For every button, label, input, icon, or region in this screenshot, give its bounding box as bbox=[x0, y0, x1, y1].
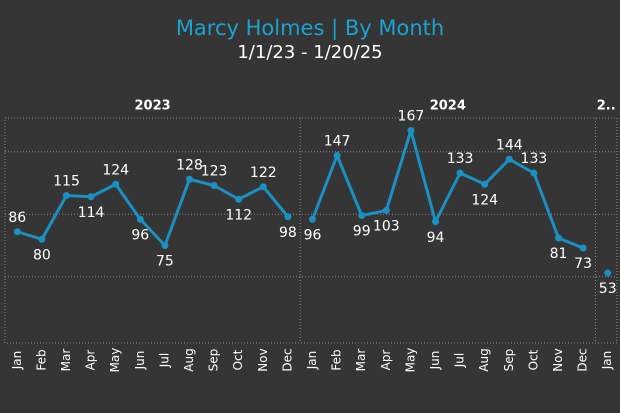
data-label: 75 bbox=[156, 254, 174, 270]
x-tick-label: Sep bbox=[207, 349, 221, 372]
data-label: 53 bbox=[599, 281, 617, 297]
point bbox=[235, 195, 243, 203]
data-label: 133 bbox=[521, 151, 548, 167]
x-tick-label: Mar bbox=[59, 349, 73, 372]
data-label: 144 bbox=[496, 137, 523, 153]
line bbox=[16, 177, 290, 247]
point bbox=[579, 244, 587, 252]
data-label: 112 bbox=[225, 207, 252, 223]
point bbox=[38, 235, 46, 243]
data-label: 81 bbox=[550, 246, 568, 262]
data-label: 73 bbox=[574, 256, 592, 272]
panel-label: 2.. bbox=[597, 99, 616, 114]
point bbox=[407, 127, 415, 134]
data-label: 96 bbox=[304, 227, 322, 243]
x-tick-label: May bbox=[403, 348, 417, 373]
data-label: 147 bbox=[324, 134, 351, 150]
data-label: 123 bbox=[201, 164, 228, 180]
x-tick-label: Dec bbox=[280, 348, 294, 371]
point bbox=[456, 169, 464, 177]
x-tick-label: Feb bbox=[330, 349, 344, 370]
x-tick-label: Oct bbox=[526, 349, 540, 370]
data-label: 128 bbox=[176, 157, 203, 173]
x-tick-label: Nov bbox=[256, 348, 270, 371]
x-tick-label: May bbox=[108, 348, 122, 373]
x-tick-label: Jul bbox=[157, 353, 171, 368]
point bbox=[432, 218, 439, 226]
chart-subtitle: 1/1/23 - 1/20/25 bbox=[237, 42, 382, 63]
x-tick-label: Aug bbox=[477, 348, 491, 371]
point bbox=[530, 169, 538, 177]
point bbox=[136, 215, 144, 223]
data-label: 86 bbox=[8, 210, 26, 226]
x-tick-label: Feb bbox=[34, 349, 48, 370]
data-label: 99 bbox=[353, 224, 371, 240]
point bbox=[161, 242, 169, 249]
data-label: 94 bbox=[427, 230, 445, 246]
point bbox=[555, 234, 562, 242]
x-tick-label: Jan bbox=[600, 351, 614, 371]
chart-title: Marcy Holmes | By Month bbox=[176, 16, 444, 41]
x-tick-label: Mar bbox=[354, 349, 368, 372]
x-tick-label: Jul bbox=[453, 353, 467, 368]
x-tick-label: Sep bbox=[502, 349, 516, 372]
plot-frame bbox=[4, 117, 618, 344]
x-tick-label: Apr bbox=[84, 350, 98, 371]
panel-label: 2023 bbox=[135, 99, 171, 114]
point bbox=[284, 213, 292, 221]
data-label: 167 bbox=[398, 109, 425, 125]
x-tick-label: Jun bbox=[133, 351, 147, 371]
data-label: 80 bbox=[33, 247, 51, 263]
point bbox=[87, 193, 95, 201]
point bbox=[309, 215, 316, 223]
point bbox=[604, 269, 612, 277]
point bbox=[210, 182, 218, 189]
x-tick-label: Apr bbox=[379, 350, 393, 371]
point bbox=[505, 155, 513, 163]
point bbox=[358, 212, 366, 219]
data-label: 98 bbox=[279, 225, 297, 241]
x-tick-label: Oct bbox=[231, 349, 245, 370]
data-label: 115 bbox=[53, 174, 80, 190]
data-label: 103 bbox=[373, 219, 400, 235]
line bbox=[311, 129, 584, 250]
x-tick-label: Dec bbox=[576, 348, 590, 371]
x-tick-label: Nov bbox=[551, 348, 565, 371]
data-label: 96 bbox=[131, 227, 149, 243]
point bbox=[13, 228, 21, 236]
point bbox=[333, 152, 341, 159]
point bbox=[63, 192, 70, 199]
data-label: 122 bbox=[250, 165, 277, 181]
point bbox=[186, 175, 193, 183]
x-tick-label: Aug bbox=[182, 348, 196, 371]
x-tick-label: Jan bbox=[305, 351, 319, 371]
point bbox=[481, 180, 489, 188]
data-label: 114 bbox=[78, 205, 105, 221]
data-label: 124 bbox=[102, 162, 129, 178]
x-tick-label: Jan bbox=[10, 351, 24, 371]
point bbox=[259, 183, 267, 191]
panel-label: 2024 bbox=[430, 99, 466, 114]
data-label: 124 bbox=[471, 192, 498, 208]
data-label: 133 bbox=[447, 151, 474, 167]
point bbox=[382, 207, 390, 214]
x-tick-label: Jun bbox=[428, 351, 442, 371]
point bbox=[112, 180, 120, 188]
